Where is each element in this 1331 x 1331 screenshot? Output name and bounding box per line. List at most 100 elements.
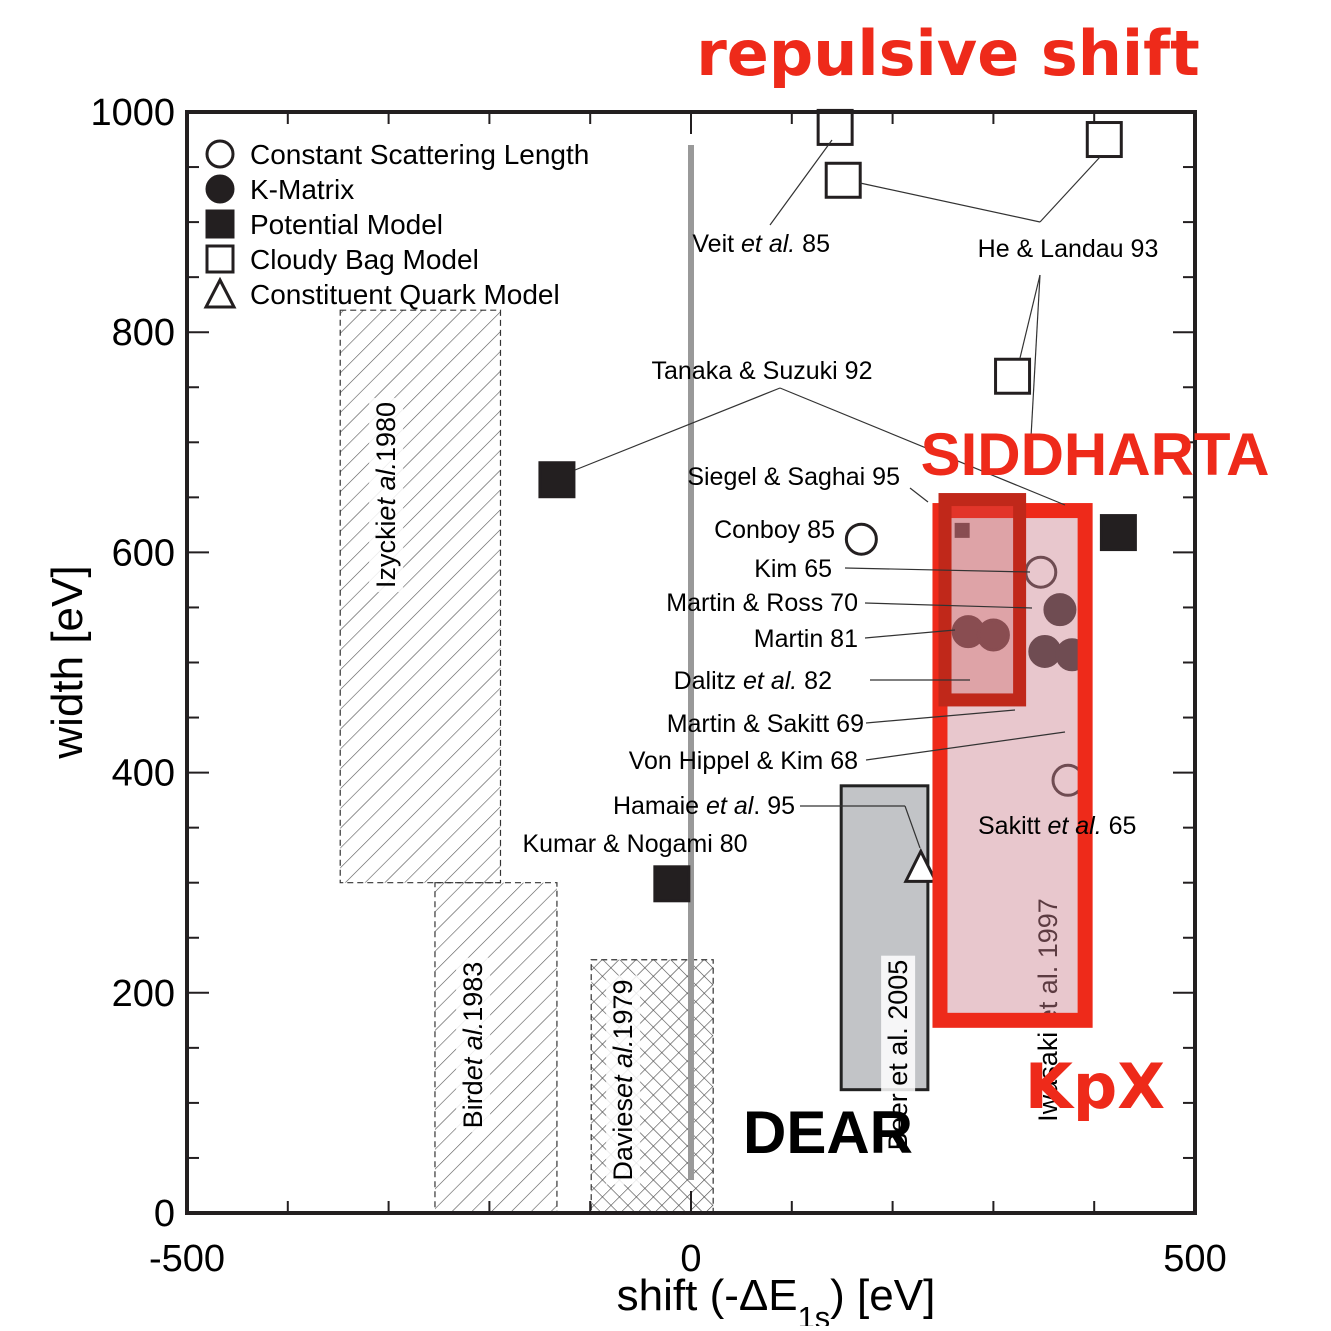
- text-part: Kim 65: [754, 555, 832, 583]
- y-tick-label: 800: [112, 312, 175, 354]
- text-part: Siegel & Saghai 95: [687, 463, 900, 491]
- x-axis-title: shift (-ΔE1s) [eV]: [617, 1271, 936, 1326]
- dear-label: DEAR: [743, 1099, 913, 1166]
- point: [994, 357, 1032, 395]
- point: [1043, 593, 1077, 627]
- annotation: Sakitt et al. 65: [978, 812, 1136, 840]
- text-part: Iwasaki et al. 1997: [1033, 898, 1063, 1122]
- point: [1099, 514, 1137, 552]
- text-part: et al.: [741, 230, 795, 258]
- leader-line: [904, 805, 921, 849]
- annotation: Siegel & Saghai 95: [687, 463, 900, 491]
- leader-line: [769, 139, 833, 226]
- label-backing: [1031, 894, 1066, 1126]
- legend-label: Constituent Quark Model: [250, 279, 560, 310]
- leader-line: [859, 182, 1041, 223]
- leader-line: [864, 629, 956, 639]
- text-part: et al.: [608, 1040, 638, 1099]
- text-part: Veit: [692, 230, 741, 258]
- legend-label: Constant Scattering Length: [250, 139, 589, 170]
- text-part: 1980: [371, 402, 401, 462]
- region-label: Iwasaki et al. 1997: [1033, 898, 1063, 1122]
- text-part: Martin & Ross 70: [666, 589, 858, 617]
- text-part: 82: [797, 667, 832, 695]
- leader-line: [909, 487, 929, 503]
- chart-title: repulsive shift: [696, 17, 1200, 90]
- text-part: 1983: [458, 962, 488, 1022]
- annotation: He & Landau 93: [978, 235, 1159, 263]
- y-tick-label: 1000: [90, 92, 175, 134]
- annotation: Martin & Sakitt 69: [667, 710, 864, 738]
- point: [903, 848, 939, 883]
- text-part: Hamaie: [613, 792, 706, 820]
- text-part: et al.: [458, 1022, 488, 1081]
- x-tick-label: -500: [149, 1238, 225, 1280]
- hatched-region: [434, 882, 558, 1214]
- region-label: Izyckiet al.1980: [371, 402, 401, 588]
- text-part: et al.: [1047, 812, 1101, 840]
- legend-label: K-Matrix: [250, 174, 354, 205]
- annotation: Dalitz et al. 82: [674, 667, 832, 695]
- annotation: Martin 81: [754, 625, 858, 653]
- siddharta-label: SIDDHARTA: [921, 421, 1270, 488]
- y-axis-title: width [eV]: [43, 565, 92, 759]
- leader-line: [865, 709, 1016, 724]
- text-part: Conboy 85: [714, 516, 835, 544]
- legend-marker: [203, 276, 237, 309]
- annotation: Hamaie et al. 95: [613, 792, 795, 820]
- text-part: . 95: [753, 792, 795, 820]
- y-tick-label: 400: [112, 753, 175, 795]
- leader-line: [1029, 274, 1041, 456]
- text-part: Sakitt: [978, 812, 1047, 840]
- text-part: 1s: [798, 1300, 831, 1327]
- legend-label: Cloudy Bag Model: [250, 244, 479, 275]
- annotation: Conboy 85: [714, 516, 835, 544]
- text-part: Beer et al. 2005: [883, 960, 913, 1151]
- y-tick-label: 200: [112, 973, 175, 1015]
- text-part: shift (-ΔE: [617, 1271, 798, 1320]
- region-label: Beer et al. 2005: [883, 960, 913, 1151]
- leader-line: [864, 602, 1033, 609]
- text-part: 65: [1102, 812, 1137, 840]
- y-tick-label: 600: [112, 532, 175, 574]
- point: [1085, 121, 1123, 159]
- siddharta-region: [938, 493, 1027, 707]
- hatched-region: [339, 309, 502, 884]
- kpx-label: KpX: [1025, 1050, 1165, 1123]
- y-tick-label: 0: [154, 1193, 175, 1235]
- point: [538, 461, 576, 499]
- point: [653, 865, 691, 903]
- text-part: et al: [706, 792, 755, 820]
- legend-label: Potential Model: [250, 209, 443, 240]
- label-backing: [881, 955, 916, 1155]
- leader-line: [844, 567, 1031, 573]
- x-tick-label: 500: [1163, 1238, 1226, 1280]
- annotation: Tanaka & Suzuki 92: [652, 357, 873, 385]
- text-part: Dalitz: [674, 667, 743, 695]
- text-part: Tanaka & Suzuki 92: [652, 357, 873, 385]
- legend-marker: [205, 209, 235, 239]
- leader-line: [865, 731, 1066, 761]
- text-part: et al.: [371, 462, 401, 521]
- leader-line: [574, 387, 781, 471]
- text-part: 1979: [608, 979, 638, 1039]
- text-part: ) [eV]: [830, 1271, 935, 1320]
- point: [844, 522, 878, 556]
- text-part: Martin 81: [754, 625, 858, 653]
- point: [976, 618, 1010, 652]
- x-tick-label: 0: [680, 1238, 701, 1280]
- annotation: Kumar & Nogami 80: [522, 830, 747, 858]
- text-part: Bird: [458, 1080, 488, 1128]
- leader-line: [779, 387, 1066, 506]
- point: [954, 522, 970, 538]
- label-backing: [606, 975, 641, 1185]
- annotation: Von Hippel & Kim 68: [629, 747, 858, 775]
- region-label: Birdet al.1983: [458, 962, 488, 1129]
- legend-marker: [205, 244, 235, 274]
- legend-marker: [205, 174, 235, 204]
- text-part: Martin & Sakitt 69: [667, 710, 864, 738]
- annotation: Veit et al. 85: [692, 230, 830, 258]
- text-part: 85: [795, 230, 830, 258]
- text-part: et al.: [743, 667, 797, 695]
- text-part: Kumar & Nogami 80: [522, 830, 747, 858]
